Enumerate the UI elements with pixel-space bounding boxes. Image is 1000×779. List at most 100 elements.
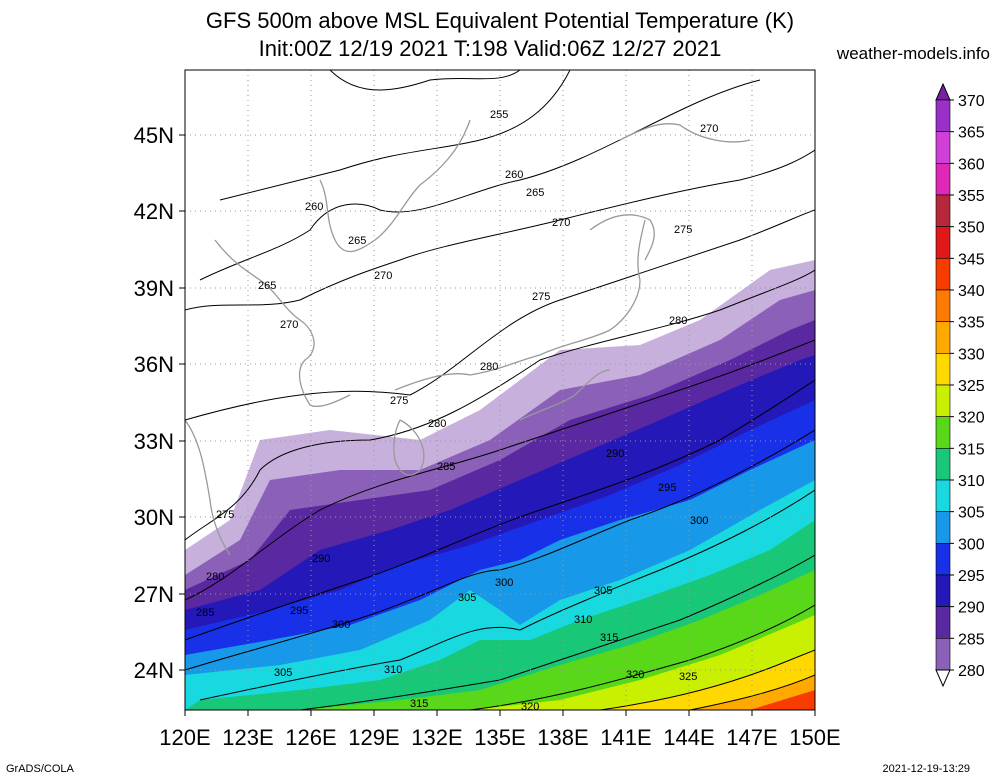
- map-title: GFS 500m above MSL Equivalent Potential …: [205, 8, 795, 33]
- colorbar-level-label: 295: [958, 568, 985, 585]
- colorbar-swatch: [935, 321, 951, 354]
- y-tick-label: 30N: [134, 505, 174, 530]
- contour-label: 300: [690, 515, 708, 527]
- contour-label: 295: [658, 482, 676, 494]
- colorbar-swatch: [935, 638, 951, 671]
- colorbar-level-label: 370: [958, 93, 985, 110]
- colorbar-level-label: 320: [958, 410, 985, 427]
- x-tick-label: 123E: [222, 725, 273, 750]
- colorbar-swatch: [935, 353, 951, 386]
- colorbar-labels: 370 365 360 355 350 345 340 335 330 325 320 315 310 3…: [958, 93, 985, 680]
- contour-label: 315: [600, 632, 618, 644]
- colorbar-level-label: 355: [958, 188, 985, 205]
- colorbar-level-label: 345: [958, 251, 985, 268]
- colorbar: [935, 82, 954, 688]
- x-tick-label: 150E: [789, 725, 840, 750]
- colorbar-level-label: 335: [958, 315, 985, 332]
- colorbar-level-label: 325: [958, 378, 985, 395]
- axis-ticks: [179, 134, 816, 716]
- x-tick-label: 132E: [411, 725, 462, 750]
- contour-label: 270: [280, 319, 298, 331]
- colorbar-swatch: [935, 99, 951, 132]
- colorbar-top-arrow: [935, 82, 951, 101]
- contour-label: 255: [490, 109, 508, 121]
- contour-label: 280: [206, 571, 224, 583]
- contour-label: 315: [410, 698, 428, 710]
- y-tick-label: 33N: [134, 429, 174, 454]
- contour-label: 305: [594, 585, 612, 597]
- y-tick-label: 45N: [134, 123, 174, 148]
- contour-label: 320: [626, 669, 644, 681]
- contour-label: 285: [196, 607, 214, 619]
- map-subtitle: Init:00Z 12/19 2021 T:198 Valid:06Z 12/2…: [258, 36, 722, 61]
- contour-label: 265: [348, 235, 366, 247]
- graticule: [185, 70, 815, 710]
- contour-label: 260: [305, 201, 323, 213]
- y-tick-label: 39N: [134, 276, 174, 301]
- contour-label: 300: [495, 577, 513, 589]
- colorbar-swatch: [935, 163, 951, 196]
- y-tick-label: 42N: [134, 199, 174, 224]
- colorbar-swatch: [935, 574, 951, 607]
- contour-label: 290: [312, 553, 330, 565]
- contour-label: 265: [258, 280, 276, 292]
- colorbar-swatch: [935, 543, 951, 576]
- x-tick-label: 138E: [537, 725, 588, 750]
- y-tick-label: 36N: [134, 352, 174, 377]
- colorbar-swatch: [935, 194, 951, 227]
- colorbar-level-label: 285: [958, 631, 985, 648]
- x-tick-label: 147E: [726, 725, 777, 750]
- contour-label: 280: [428, 418, 446, 430]
- colorbar-swatch: [935, 606, 951, 639]
- contour-label: 270: [700, 123, 718, 135]
- colorbar-level-label: 360: [958, 156, 985, 173]
- x-axis-labels: 120E 123E 126E 129E 132E 135E 138E 141E …: [159, 725, 840, 750]
- contour-label: 275: [674, 224, 692, 236]
- contour-label: 280: [669, 315, 687, 327]
- contour-label: 270: [374, 270, 392, 282]
- colorbar-level-label: 330: [958, 346, 985, 363]
- x-tick-label: 129E: [348, 725, 399, 750]
- contour-label: 310: [574, 614, 592, 626]
- contour-label: 275: [532, 291, 550, 303]
- colorbar-swatch: [935, 384, 951, 417]
- y-tick-label: 27N: [134, 582, 174, 607]
- colorbar-swatch: [935, 511, 951, 544]
- colorbar-swatch: [935, 226, 951, 259]
- colorbar-swatch: [935, 479, 951, 512]
- contour-label: 320: [521, 701, 539, 713]
- site-credit: weather-models.info: [836, 44, 990, 63]
- contour-label: 305: [274, 667, 292, 679]
- colorbar-level-label: 300: [958, 536, 985, 553]
- colorbar-swatch: [935, 289, 951, 322]
- colorbar-bottom-arrow: [935, 669, 951, 688]
- x-tick-label: 144E: [663, 725, 714, 750]
- x-tick-label: 126E: [285, 725, 336, 750]
- x-tick-label: 141E: [600, 725, 651, 750]
- contour-label: 260: [505, 169, 523, 181]
- x-tick-label: 120E: [159, 725, 210, 750]
- colorbar-swatch: [935, 416, 951, 449]
- footer-software: GrADS/COLA: [6, 763, 74, 775]
- contour-label: 300: [332, 619, 350, 631]
- colorbar-level-label: 350: [958, 220, 985, 237]
- contour-label: 295: [290, 605, 308, 617]
- contour-label: 290: [606, 448, 624, 460]
- y-tick-label: 24N: [134, 658, 174, 683]
- y-axis-labels: 45N 42N 39N 36N 33N 30N 27N 24N: [134, 123, 174, 683]
- colorbar-level-label: 365: [958, 125, 985, 142]
- colorbar-level-label: 315: [958, 441, 985, 458]
- colorbar-level-label: 340: [958, 283, 985, 300]
- colorbar-level-label: 290: [958, 600, 985, 617]
- colorbar-swatch: [935, 258, 951, 291]
- contour-label: 280: [480, 361, 498, 373]
- colorbar-level-label: 310: [958, 473, 985, 490]
- contour-label: 305: [458, 592, 476, 604]
- colorbar-swatch: [935, 448, 951, 481]
- contour-label: 285: [437, 461, 455, 473]
- contour-label: 275: [390, 395, 408, 407]
- contour-label: 325: [679, 671, 697, 683]
- x-tick-label: 135E: [474, 725, 525, 750]
- contour-label: 310: [384, 664, 402, 676]
